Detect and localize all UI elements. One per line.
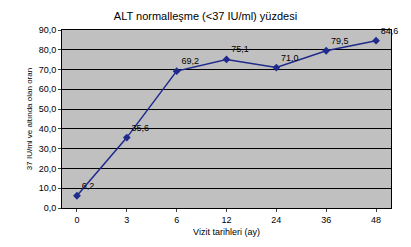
svg-text:20,0: 20,0 bbox=[39, 164, 57, 174]
svg-text:50,0: 50,0 bbox=[39, 104, 57, 114]
svg-text:84,6: 84,6 bbox=[381, 26, 399, 36]
svg-text:0,0: 0,0 bbox=[44, 203, 57, 213]
svg-text:90,0: 90,0 bbox=[39, 25, 57, 35]
svg-text:60,0: 60,0 bbox=[39, 84, 57, 94]
svg-text:48: 48 bbox=[371, 215, 381, 225]
svg-text:10,0: 10,0 bbox=[39, 183, 57, 193]
svg-text:0: 0 bbox=[74, 215, 79, 225]
svg-text:79,5: 79,5 bbox=[331, 36, 349, 46]
svg-text:6,2: 6,2 bbox=[82, 181, 95, 191]
svg-text:Vizit tarihleri (ay): Vizit tarihleri (ay) bbox=[193, 227, 260, 237]
svg-text:35,6: 35,6 bbox=[132, 123, 150, 133]
svg-text:30,0: 30,0 bbox=[39, 144, 57, 154]
svg-text:69,2: 69,2 bbox=[181, 56, 199, 66]
svg-text:75,1: 75,1 bbox=[231, 44, 249, 54]
svg-text:3: 3 bbox=[124, 215, 129, 225]
svg-text:71,0: 71,0 bbox=[281, 53, 299, 63]
svg-text:24: 24 bbox=[271, 215, 281, 225]
svg-text:80,0: 80,0 bbox=[39, 45, 57, 55]
svg-text:36: 36 bbox=[321, 215, 331, 225]
svg-text:12: 12 bbox=[221, 215, 231, 225]
svg-text:6: 6 bbox=[174, 215, 179, 225]
svg-text:37 IU/ml ve altında olan oran: 37 IU/ml ve altında olan oran bbox=[25, 68, 34, 170]
svg-text:ALT normalleşme (<37 IU/ml) yü: ALT normalleşme (<37 IU/ml) yüzdesi bbox=[114, 10, 297, 22]
svg-text:70,0: 70,0 bbox=[39, 65, 57, 75]
svg-text:40,0: 40,0 bbox=[39, 124, 57, 134]
